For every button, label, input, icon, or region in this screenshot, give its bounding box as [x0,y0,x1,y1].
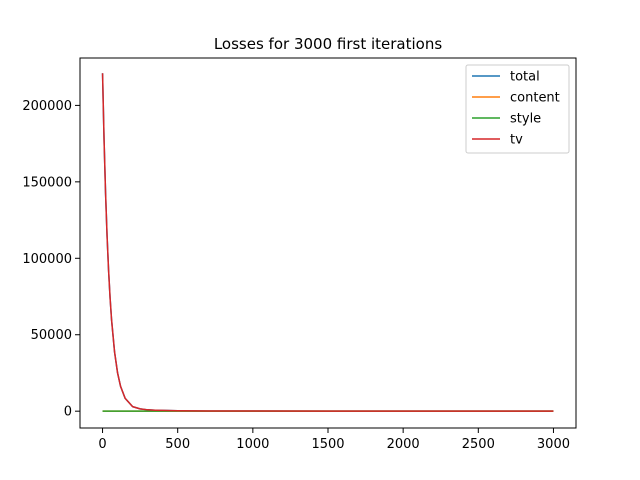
series-line-tv [101,73,554,412]
series-layer [101,73,554,412]
legend-label-content: content [510,91,560,106]
x-tick-label: 1000 [236,437,269,452]
plot-frame [79,57,577,429]
x-tick-label: 3000 [537,437,570,452]
x-axis: 0 500 1000 1500 2000 2500 3000 [98,428,570,452]
x-tick-label: 500 [165,437,190,452]
legend-label-total: total [510,70,540,85]
x-tick-label: 1500 [311,437,344,452]
legend: total content style tv [465,64,570,154]
x-tick-label: 0 [98,437,106,452]
legend-label-style: style [510,112,541,127]
y-tick-label: 100000 [22,252,72,267]
x-tick-label: 2500 [462,437,495,452]
y-tick-label: 0 [64,405,72,420]
x-tick-label: 2000 [387,437,420,452]
legend-label-tv: tv [510,133,523,148]
y-tick-label: 50000 [31,328,72,343]
y-tick-label: 150000 [22,175,72,190]
chart-title: Losses for 3000 first iterations [214,35,442,53]
legend-box [465,64,570,154]
y-axis: 0 50000 100000 150000 200000 [22,99,80,420]
y-tick-label: 200000 [22,99,72,114]
